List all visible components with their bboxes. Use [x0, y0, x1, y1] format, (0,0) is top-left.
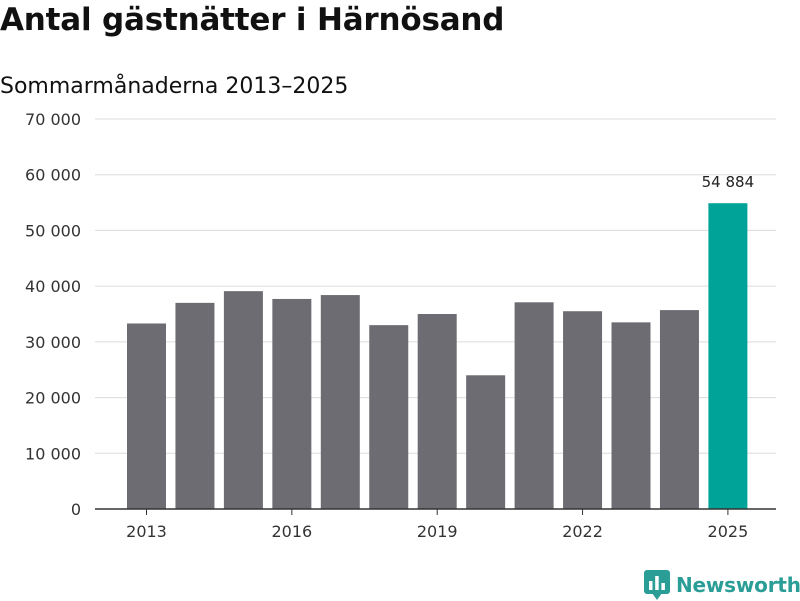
- y-tick-label: 40 000: [25, 277, 81, 296]
- x-axis: [95, 508, 776, 515]
- bar-2022: [563, 311, 603, 509]
- x-axis-tick-labels: 2013 2016 2019 2022 2025: [126, 522, 748, 541]
- y-axis-tick-labels: 0 10 000 20 000 30 000 40 000 50 000 60 000 70 …: [25, 110, 81, 519]
- bar-2016: [272, 298, 312, 509]
- annotations: 54 884: [702, 173, 755, 191]
- brand-logo[interactable]: Newsworthy: [644, 569, 800, 601]
- brand-name: Newsworthy: [676, 573, 800, 597]
- bar-2019: [417, 314, 457, 509]
- bar-2014: [175, 302, 215, 509]
- bar-2023: [611, 322, 651, 509]
- data-label: 54 884: [702, 173, 755, 191]
- x-tick-label: 2025: [708, 522, 749, 541]
- bar-chart-speech-bubble-icon: [644, 570, 670, 600]
- bars: [127, 203, 748, 509]
- y-tick-label: 10 000: [25, 444, 81, 463]
- chart-title: Antal gästnätter i Härnösand: [0, 2, 505, 38]
- y-tick-label: 70 000: [25, 110, 81, 129]
- y-tick-label: 0: [71, 500, 81, 519]
- bar-2020: [466, 375, 506, 509]
- x-tick-label: 2016: [271, 522, 312, 541]
- bar-2025: [708, 203, 748, 509]
- x-tick-label: 2019: [417, 522, 458, 541]
- bar-2021: [514, 302, 554, 509]
- bar-2013: [127, 323, 166, 509]
- y-tick-label: 30 000: [25, 333, 81, 352]
- chart-subtitle: Sommarmånaderna 2013–2025: [0, 74, 349, 99]
- bar-2018: [369, 325, 409, 509]
- y-tick-label: 50 000: [25, 221, 81, 240]
- bar-2024: [659, 310, 699, 509]
- y-tick-label: 60 000: [25, 166, 81, 185]
- bar-2015: [223, 291, 263, 509]
- bar-2017: [320, 295, 360, 509]
- y-tick-label: 20 000: [25, 389, 81, 408]
- x-tick-label: 2013: [126, 522, 167, 541]
- x-tick-label: 2022: [562, 522, 603, 541]
